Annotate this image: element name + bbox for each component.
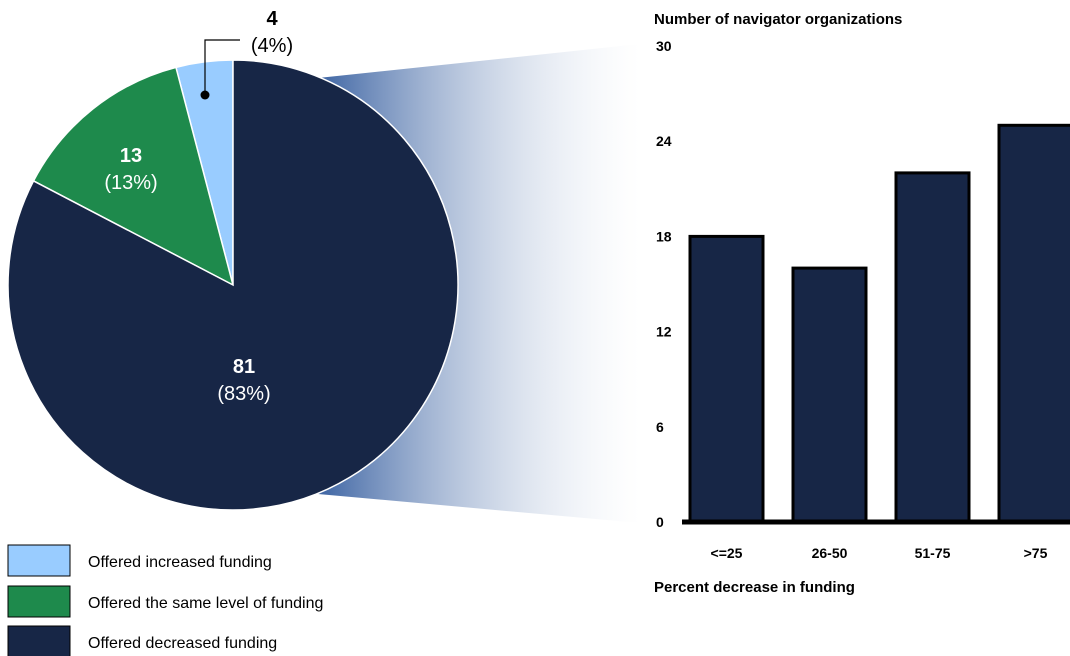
bar-y-axis-title: Number of navigator organizations xyxy=(654,11,902,28)
legend-swatch-decreased xyxy=(7,625,71,656)
pie-slice-same xyxy=(32,66,235,287)
bar-category-label: >75 xyxy=(1024,545,1048,561)
legend-swatch-same xyxy=(7,585,71,618)
bar-1 xyxy=(688,234,765,524)
bar-category-label: <=25 xyxy=(711,545,743,561)
bar-3 xyxy=(894,171,971,524)
bar-chart xyxy=(688,123,1070,524)
pie-label-increased-percent: (4%) xyxy=(251,35,293,57)
pie-label-same-value: 13 xyxy=(120,145,142,167)
legend: Offered increased funding Offered the sa… xyxy=(7,544,323,656)
pie-leader-dot xyxy=(200,90,210,100)
pie-chart xyxy=(7,59,459,511)
legend-label-increased: Offered increased funding xyxy=(88,554,272,571)
bar-2 xyxy=(791,266,868,524)
legend-label-same: Offered the same level of funding xyxy=(88,595,323,612)
bar-y-ticks: 0 6 12 18 24 30 xyxy=(656,38,672,530)
pie-leader-line xyxy=(204,39,240,95)
bar-y-tick-label: 30 xyxy=(656,38,672,54)
pie-label-decreased-percent: (83%) xyxy=(217,383,270,405)
bar-y-tick-label: 24 xyxy=(656,133,672,149)
pie-slice-decreased xyxy=(7,59,459,511)
pie-label-same-percent: (13%) xyxy=(104,172,157,194)
legend-swatch-increased xyxy=(7,544,71,577)
bar-y-tick-label: 0 xyxy=(656,514,664,530)
bar-category-label: 51-75 xyxy=(915,545,951,561)
bar-x-axis-title: Percent decrease in funding xyxy=(654,579,855,596)
bar-y-tick-label: 12 xyxy=(656,324,672,340)
pie-label-decreased-value: 81 xyxy=(233,356,255,378)
bar-y-tick-label: 6 xyxy=(656,419,664,435)
bar-y-tick-label: 18 xyxy=(656,228,672,244)
pie-label-increased-value: 4 xyxy=(266,8,278,30)
legend-label-decreased: Offered decreased funding xyxy=(88,635,277,652)
bar-category-label: 26-50 xyxy=(812,545,848,561)
bar-4 xyxy=(997,123,1070,524)
bar-x-ticks: <=25 26-50 51-75 >75 xyxy=(711,545,1048,561)
